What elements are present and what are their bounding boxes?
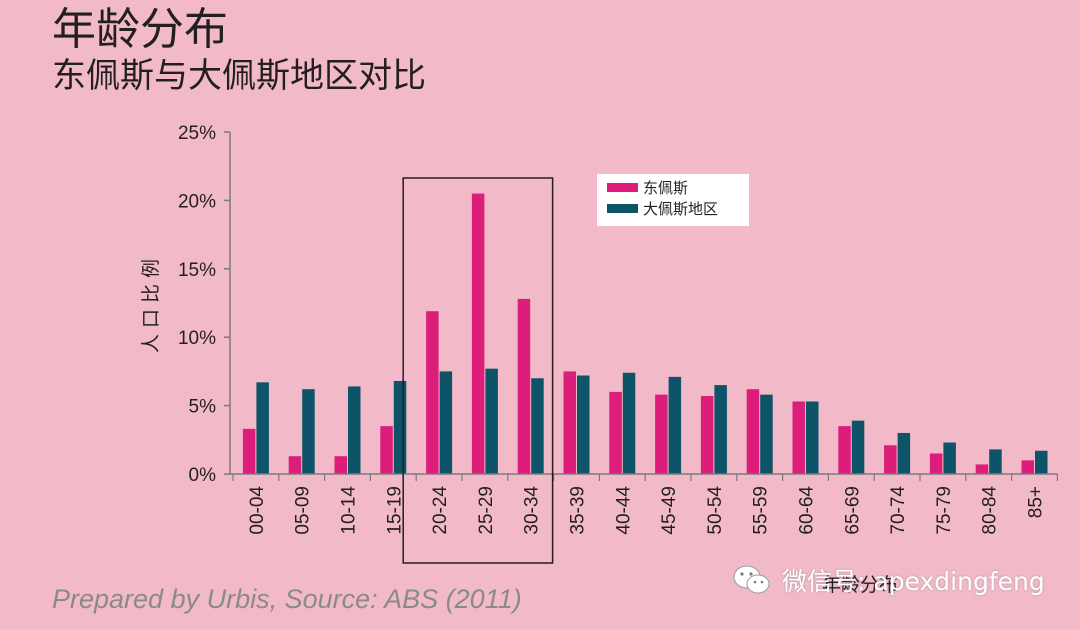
legend: 东佩斯 大佩斯地区 <box>597 174 749 226</box>
bar-greater-perth <box>622 372 636 474</box>
bar-greater-perth <box>439 371 453 474</box>
bar-greater-perth <box>348 386 361 474</box>
bar-east-perth <box>242 428 256 474</box>
bar-greater-perth <box>668 376 682 474</box>
x-tick-label: 70-74 <box>888 486 909 535</box>
chart-subtitle: 东佩斯与大佩斯地区对比 <box>52 56 426 96</box>
y-axis-label: 人口比例 <box>140 253 162 353</box>
y-axis: 0% 5% 10% 15% 20% 25% <box>178 123 231 486</box>
bar-east-perth <box>746 389 760 474</box>
x-tick-label: 25-29 <box>476 486 497 535</box>
x-axis: 00-04 05-09 10-14 15-19 20-24 25-29 30-34 35-39… <box>230 473 1059 535</box>
x-tick-label: 50-54 <box>705 486 726 535</box>
x-tick-label: 05-09 <box>293 486 314 535</box>
bar-east-perth <box>838 426 851 474</box>
legend-background <box>597 174 749 226</box>
x-tick-label: 80-84 <box>980 486 1001 535</box>
bar-greater-perth <box>989 449 1002 474</box>
bar-greater-perth <box>531 378 544 474</box>
bar-greater-perth <box>302 389 315 474</box>
bar-east-perth <box>426 311 439 474</box>
bar-east-perth <box>609 391 622 474</box>
x-tick-label: 15-19 <box>384 486 405 535</box>
bars <box>242 193 1048 474</box>
chart-title: 年龄分布 <box>52 4 228 55</box>
bar-east-perth <box>563 371 576 474</box>
x-axis-label: 年龄分布 <box>822 574 898 596</box>
x-tick-label: 75-79 <box>934 486 955 535</box>
y-tick-label: 0% <box>189 465 217 486</box>
bar-greater-perth <box>806 401 819 474</box>
y-tick-label: 10% <box>178 328 216 349</box>
x-tick-label: 00-04 <box>247 486 268 535</box>
bar-east-perth <box>517 298 531 474</box>
bar-east-perth <box>471 193 485 474</box>
x-tick-label: 60-64 <box>797 486 818 535</box>
bar-greater-perth <box>256 382 269 474</box>
legend-swatch-east-perth <box>607 183 638 192</box>
y-tick-label: 25% <box>178 123 216 144</box>
x-tick-label: 40-44 <box>613 486 634 535</box>
legend-swatch-greater-perth <box>607 204 638 213</box>
highlight-box <box>402 177 554 564</box>
bar-east-perth <box>700 396 714 474</box>
bar-greater-perth <box>943 442 956 474</box>
bar-east-perth <box>1021 460 1034 474</box>
x-tick-label: 45-49 <box>659 486 680 535</box>
y-tick-label: 5% <box>189 397 217 418</box>
y-tick-label: 20% <box>178 191 216 212</box>
x-tick-label: 35-39 <box>568 486 589 535</box>
bar-east-perth <box>975 464 989 474</box>
wechat-icon <box>733 565 770 594</box>
bar-greater-perth <box>485 368 498 474</box>
x-tick-label: 55-59 <box>751 486 772 535</box>
bar-east-perth <box>288 456 302 474</box>
bar-greater-perth <box>1035 450 1048 474</box>
legend-label-east-perth: 东佩斯 <box>643 179 688 197</box>
bar-east-perth <box>792 401 805 474</box>
bar-greater-perth <box>714 385 727 474</box>
x-tick-label: 10-14 <box>339 486 360 535</box>
bar-greater-perth <box>897 432 911 474</box>
bar-greater-perth <box>577 375 590 474</box>
bar-east-perth <box>380 426 393 474</box>
x-tick-label: 65-69 <box>842 486 863 535</box>
bar-greater-perth <box>760 394 773 474</box>
bar-east-perth <box>334 456 347 474</box>
x-tick-label: 85+ <box>1026 486 1047 518</box>
y-tick-label: 15% <box>178 260 216 281</box>
watermark-text: 微信号: apexdingfeng <box>782 567 1045 596</box>
watermark: 微信号: apexdingfeng <box>732 562 1045 598</box>
bar-east-perth <box>929 453 943 474</box>
x-tick-label: 30-34 <box>522 486 543 535</box>
legend-label-greater-perth: 大佩斯地区 <box>643 200 718 218</box>
bar-east-perth <box>884 445 897 474</box>
bar-east-perth <box>655 394 668 474</box>
bar-greater-perth <box>851 420 865 474</box>
x-tick-label: 20-24 <box>430 486 451 535</box>
source-note: Prepared by Urbis, Source: ABS (2011) <box>52 584 522 614</box>
bar-greater-perth <box>393 380 407 474</box>
